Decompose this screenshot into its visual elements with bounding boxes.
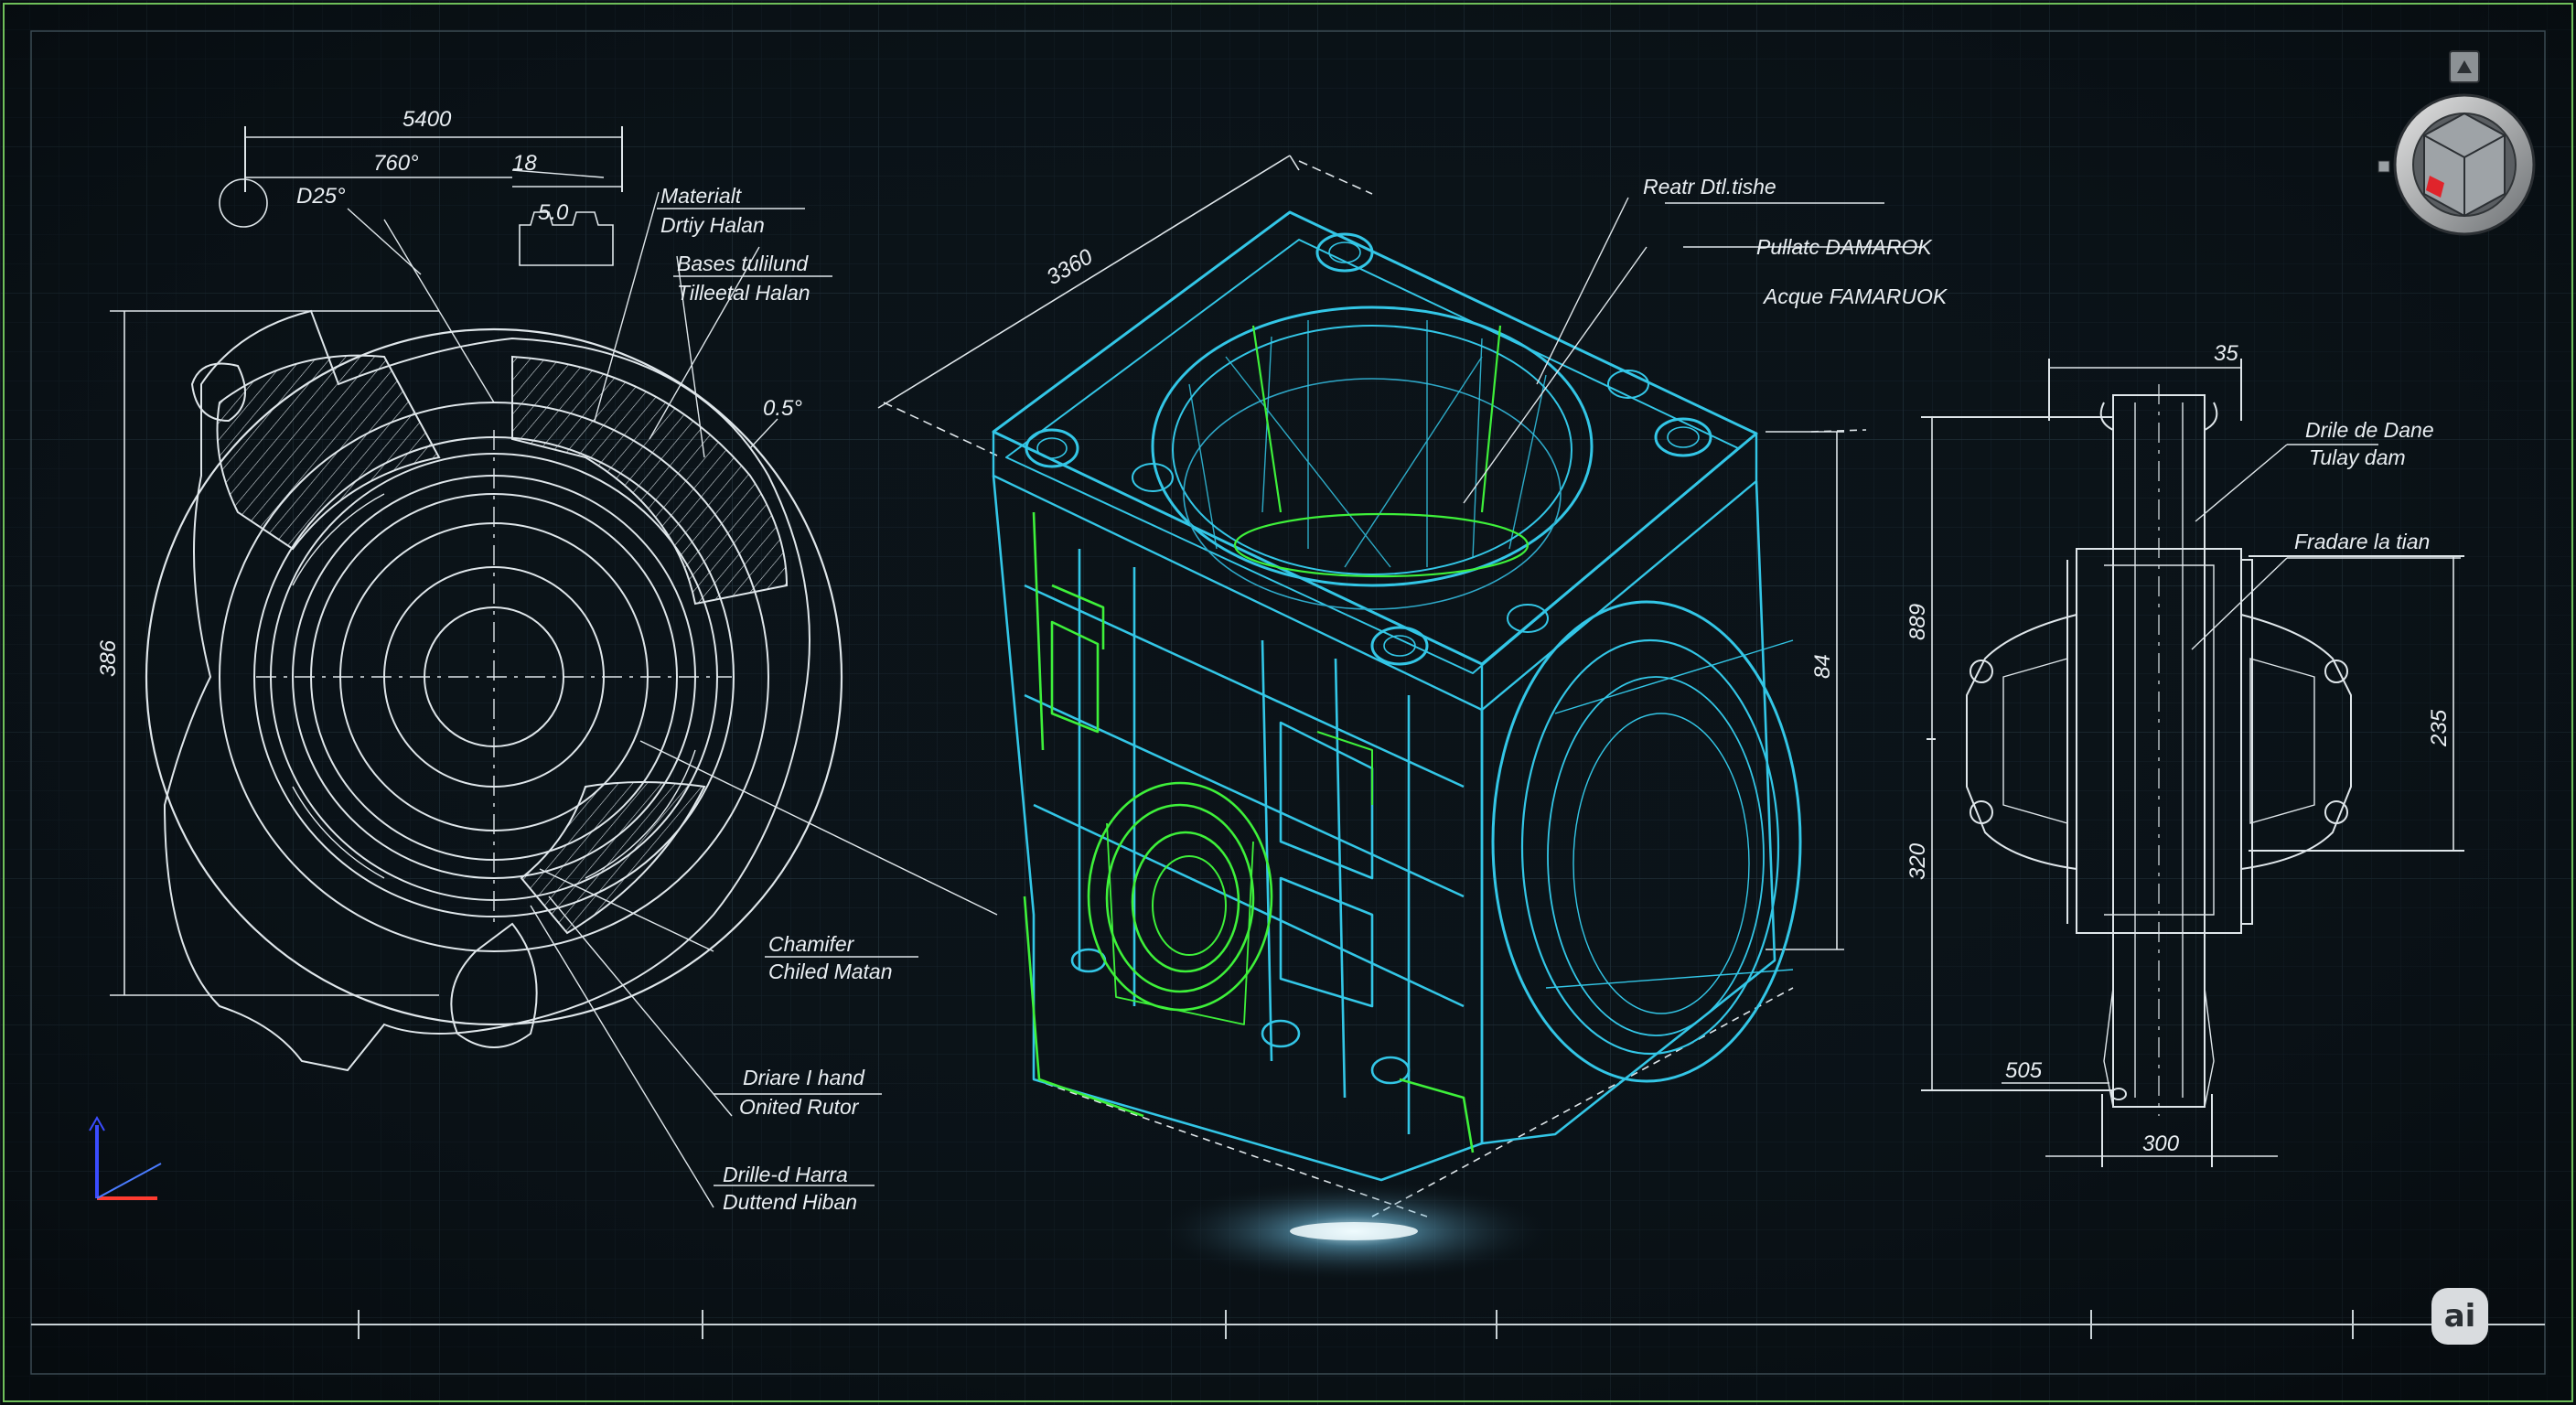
callout-chiled-matan: Chiled Matan xyxy=(768,960,893,983)
left-view-text: 5400 760° 18 D25° 5.0 0.5° 386 Materialt… xyxy=(96,107,893,1214)
ai-badge: ai xyxy=(2431,1288,2488,1345)
left-section-view xyxy=(110,126,998,1208)
callout-tulay-dam: Tulay dam xyxy=(2309,445,2406,469)
dim-right-height-a: 889 xyxy=(1905,604,1930,640)
callout-driare-hand: Driare I hand xyxy=(743,1066,865,1089)
dim-left-angle: 760° xyxy=(373,151,419,176)
dim-left-depth: 5.0 xyxy=(538,200,569,225)
bottom-ruler xyxy=(31,1310,2545,1339)
drawing-frame xyxy=(3,3,2573,1402)
inner-border xyxy=(30,30,2546,1375)
right-side-view xyxy=(1921,359,2464,1167)
dim-left-height: 386 xyxy=(96,639,121,677)
view-cube-icon[interactable] xyxy=(2377,50,2536,236)
dim-center-height: 84 xyxy=(1810,654,1835,679)
dim-right-height-b: 320 xyxy=(1905,842,1930,880)
callout-pullatc: Pullatc DAMAROK xyxy=(1756,235,1933,259)
callout-acque: Acque FAMARUOK xyxy=(1762,284,1948,308)
underglow-core xyxy=(1290,1222,1418,1240)
callout-bases: Bases tulilund xyxy=(677,252,809,275)
callout-drile-dane: Drile de Dane xyxy=(2305,418,2434,442)
dim-right-top: 35 xyxy=(2214,341,2238,366)
dim-right-height-c: 235 xyxy=(2427,709,2452,747)
dim-left-small: 18 xyxy=(512,151,537,176)
dim-right-bottom-a: 505 xyxy=(2005,1058,2043,1083)
callout-material: Materialt xyxy=(660,184,743,208)
callout-drily-halan: Drtiy Halan xyxy=(660,213,765,237)
callout-duttend-hiban: Duttend Hiban xyxy=(723,1190,857,1214)
left-callout-underlines xyxy=(657,208,918,1186)
right-view-text: 35 889 320 235 505 300 Drile de Dane Tul… xyxy=(1905,341,2452,1156)
callout-titleetal: Tilleetal Halan xyxy=(677,281,810,305)
dim-left-chamfer: 0.5° xyxy=(763,396,802,421)
callout-drille-harra: Drille-d Harra xyxy=(723,1163,848,1186)
dim-left-dia: D25° xyxy=(296,184,346,209)
dim-left-overall: 5400 xyxy=(402,107,452,132)
callout-fradare: Fradare la tian xyxy=(2294,530,2430,553)
center-isometric-model xyxy=(877,155,1921,1217)
axes-triad-icon xyxy=(89,1115,162,1200)
dim-right-bottom-b: 300 xyxy=(2142,1132,2180,1156)
callout-reatr: Reatr Dtl.tishe xyxy=(1643,175,1776,198)
callout-chamfer: Chamifer xyxy=(768,932,855,956)
center-text: 3360 84 Reatr Dtl.tishe Pullatc DAMAROK … xyxy=(1043,175,1948,679)
callout-onited-rutor: Onited Rutor xyxy=(739,1095,860,1119)
